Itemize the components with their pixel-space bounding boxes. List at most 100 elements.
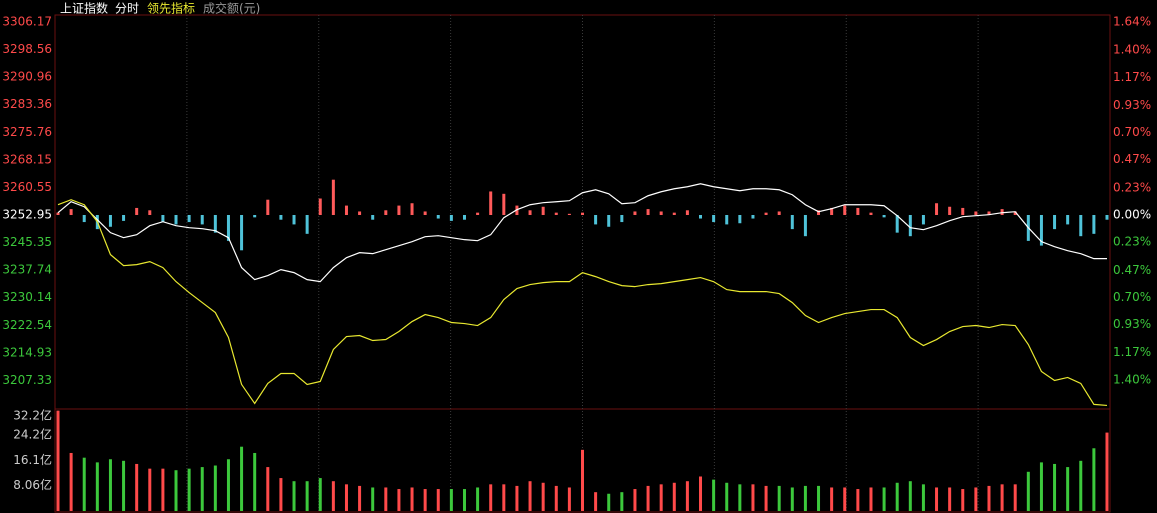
volume-bar xyxy=(1066,467,1070,511)
volume-bar xyxy=(935,487,939,511)
y-tick-label: 3298.56 xyxy=(2,42,52,56)
volume-bar xyxy=(515,485,519,511)
y-tick-label: 3260.55 xyxy=(2,180,52,194)
indicator-bar xyxy=(1039,215,1043,246)
volume-bar xyxy=(528,481,532,511)
indicator-bar xyxy=(646,209,650,215)
volume-bar xyxy=(830,487,834,511)
indicator-bar xyxy=(921,215,925,225)
volume-bar xyxy=(135,463,139,511)
indicator-bar xyxy=(148,210,152,215)
indicator-bar xyxy=(69,209,73,215)
indicator-bar xyxy=(528,210,532,215)
header-label: 领先指标 xyxy=(147,1,195,16)
volume-bar xyxy=(82,457,86,511)
volume-bar xyxy=(122,460,126,511)
y2-tick-label: 0.23% xyxy=(1113,235,1151,249)
indicator-bar xyxy=(725,215,729,225)
volume-bar xyxy=(148,468,152,511)
indicator-bar xyxy=(1053,215,1057,230)
volume-bar xyxy=(279,478,283,511)
y2-tick-label: 0.70% xyxy=(1113,290,1151,304)
indicator-bar xyxy=(384,210,388,215)
volume-bar xyxy=(541,482,545,511)
volume-bar xyxy=(869,487,873,511)
volume-bar xyxy=(161,468,165,511)
volume-bar xyxy=(712,479,716,511)
indicator-bar xyxy=(331,179,335,215)
indicator-bar xyxy=(410,203,414,215)
volume-bar xyxy=(1026,471,1030,511)
indicator-bar xyxy=(712,215,716,223)
volume-bar xyxy=(895,482,899,511)
indicator-bar xyxy=(699,215,703,219)
volume-bar xyxy=(581,449,584,511)
indicator-bar xyxy=(843,205,847,215)
volume-bar xyxy=(594,492,598,511)
y2-tick-label: 0.00% xyxy=(1113,208,1151,222)
volume-bar xyxy=(502,484,506,511)
indicator-bar xyxy=(554,212,558,215)
volume-bar xyxy=(1092,448,1096,511)
indicator-bar xyxy=(56,212,60,215)
indicator-bar xyxy=(1013,211,1017,215)
volume-bar xyxy=(856,489,860,511)
volume-bar xyxy=(56,410,60,511)
header-label: 成交额(元) xyxy=(203,1,260,16)
volume-bar xyxy=(1105,432,1109,511)
volume-bar xyxy=(921,484,925,511)
y-tick-label: 3268.15 xyxy=(2,152,52,166)
indicator-bar xyxy=(948,206,952,215)
volume-bar xyxy=(358,485,362,511)
volume-bar xyxy=(397,489,401,511)
volume-bar xyxy=(476,487,480,511)
volume-bar xyxy=(240,446,244,511)
y2-tick-label: 0.70% xyxy=(1113,125,1151,139)
indicator-bar xyxy=(935,203,939,215)
y-tick-label: 3214.93 xyxy=(2,345,52,359)
indicator-bar xyxy=(305,215,309,234)
indicator-bar xyxy=(908,215,912,237)
indicator-bar xyxy=(122,215,126,221)
indicator-bar xyxy=(108,215,112,227)
volume-bar xyxy=(699,476,703,511)
indicator-bar xyxy=(567,213,571,215)
volume-bar xyxy=(305,481,309,511)
indicator-bar xyxy=(436,215,440,219)
indicator-bar xyxy=(1092,215,1096,234)
indicator-bar xyxy=(358,211,362,215)
volume-bar xyxy=(777,485,781,511)
indicator-bar xyxy=(1079,215,1083,237)
y-tick-label: 3207.33 xyxy=(2,373,52,387)
volume-bar xyxy=(843,487,847,511)
indicator-bar xyxy=(581,212,584,215)
volume-tick-label: 16.1亿 xyxy=(13,452,52,467)
volume-tick-label: 24.2亿 xyxy=(13,427,52,442)
volume-bar xyxy=(1000,484,1004,511)
volume-bar xyxy=(69,452,73,511)
y-tick-label: 3222.54 xyxy=(2,318,52,332)
y2-tick-label: 1.17% xyxy=(1113,70,1151,84)
y2-tick-label: 0.47% xyxy=(1113,263,1151,277)
indicator-bar xyxy=(594,215,598,225)
volume-bar xyxy=(95,462,99,511)
volume-bar xyxy=(987,485,991,511)
y-tick-label: 3252.95 xyxy=(2,208,52,222)
indicator-bar xyxy=(777,211,781,215)
indicator-bar xyxy=(292,215,296,225)
volume-bar xyxy=(200,467,204,511)
indicator-bar xyxy=(856,207,860,215)
indicator-bar xyxy=(803,215,807,237)
y-tick-label: 3245.35 xyxy=(2,235,52,249)
volume-bar xyxy=(790,487,794,511)
plot-frame xyxy=(54,14,1111,513)
volume-bar xyxy=(226,459,230,511)
volume-bar xyxy=(331,481,335,511)
volume-tick-label: 8.06亿 xyxy=(13,477,52,492)
volume-bar xyxy=(620,492,624,511)
header-label: 上证指数 xyxy=(60,1,108,16)
volume-tick-label: 32.2亿 xyxy=(13,408,52,423)
volume-bar xyxy=(974,487,978,511)
indicator-bar xyxy=(620,215,624,223)
